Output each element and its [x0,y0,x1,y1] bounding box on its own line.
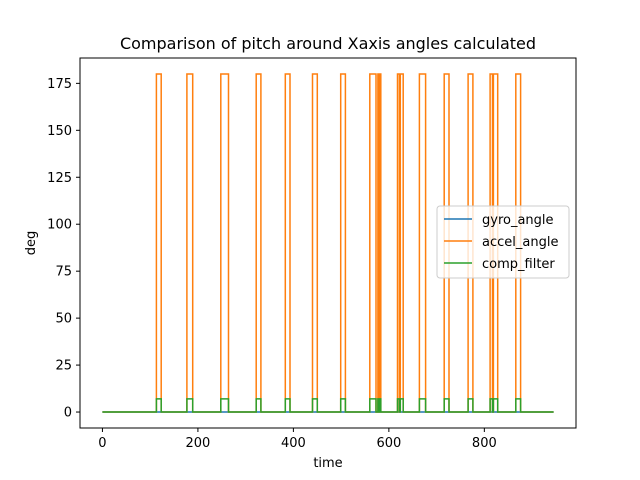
x-tick-label: 400 [281,436,306,451]
x-axis-label: time [313,456,342,471]
x-tick-label: 800 [472,436,497,451]
y-tick-label: 175 [47,77,72,92]
y-tick-label: 25 [55,359,72,374]
legend-box [436,205,570,279]
x-tick-label: 600 [376,436,401,451]
legend: gyro_angle accel_angle comp_filter [436,205,570,279]
y-axis: 0 25 50 75 100 125 150 175 [47,77,80,421]
series-line-comp-filter [102,398,554,413]
y-tick-label: 50 [55,312,72,327]
y-axis-label: deg [24,231,39,256]
x-axis: 0 200 400 600 800 [98,428,497,451]
y-tick-label: 150 [47,124,72,139]
legend-label-accel: accel_angle [482,235,558,250]
y-tick-label: 0 [64,406,72,421]
plot-frame [79,57,577,429]
x-tick-label: 200 [185,436,210,451]
y-tick-label: 125 [47,171,72,186]
x-tick-label: 0 [98,436,106,451]
chart-title: Comparison of pitch around Xaxis angles … [120,34,536,53]
series-layer [102,73,554,413]
y-tick-label: 75 [55,265,72,280]
y-tick-label: 100 [47,218,72,233]
legend-label-comp: comp_filter [482,257,555,272]
legend-label-gyro: gyro_angle [482,213,554,228]
